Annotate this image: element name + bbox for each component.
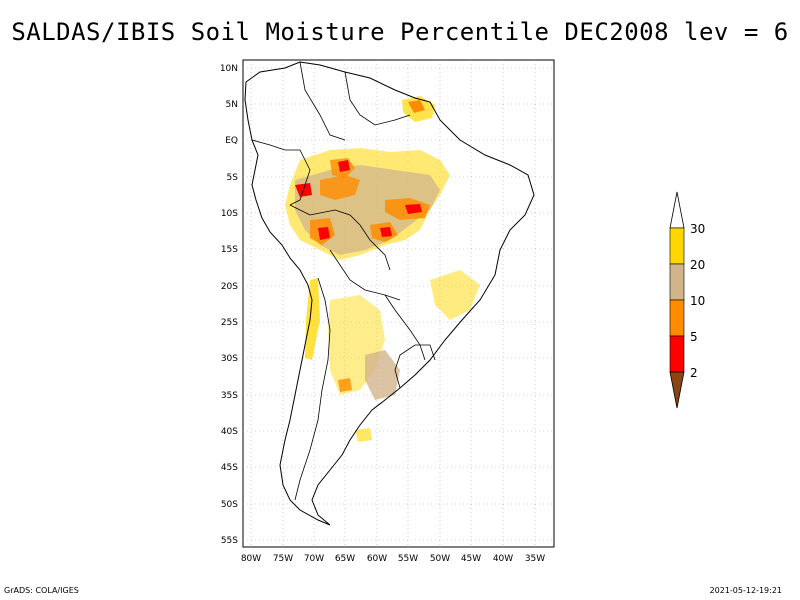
lat-tick-label: 55S <box>221 536 238 546</box>
colorbar-swatch-10-20 <box>669 263 685 301</box>
footer-timestamp: 2021-05-12-19:21 <box>709 586 782 595</box>
lon-tick-label: 45W <box>461 554 481 564</box>
shading-red-4 <box>318 227 330 240</box>
map-title: SALDAS/IBIS Soil Moisture Percentile DEC… <box>11 18 789 46</box>
plot-frame <box>242 59 555 548</box>
longitude-labels: 80W 75W 70W 65W 60W 55W 50W 45W 40W 35W <box>241 554 545 564</box>
colorbar-swatch-2-5 <box>669 335 685 373</box>
shading-red-3 <box>405 204 422 214</box>
lat-tick-label: 25S <box>221 318 238 328</box>
colorbar-swatch-5-10 <box>669 299 685 337</box>
colorbar-label-10: 10 <box>690 294 705 308</box>
footer-credit: GrADS: COLA/IGES <box>4 586 79 595</box>
colorbar-label-5: 5 <box>690 330 698 344</box>
lon-tick-label: 40W <box>493 554 513 564</box>
latitude-labels: 10N 5N EQ 5S 10S 15S 20S 25S 30S 35S 40S 45S 50S 55S <box>220 64 238 546</box>
lon-tick-label: 80W <box>241 554 261 564</box>
lat-tick-label: 5N <box>226 100 238 110</box>
colorbar-swatch-20-30 <box>669 227 685 265</box>
lat-tick-label: 20S <box>221 282 238 292</box>
colorbar-label-20: 20 <box>690 258 705 272</box>
lat-tick-label: 50S <box>221 500 238 510</box>
lon-tick-label: 55W <box>398 554 418 564</box>
lat-tick-label: 5S <box>227 173 239 183</box>
colorbar-label-30: 30 <box>690 222 705 236</box>
shading-orange-amazon-1 <box>320 175 360 200</box>
lat-tick-label: 40S <box>221 427 238 437</box>
lon-tick-label: 70W <box>304 554 324 564</box>
lon-tick-label: 60W <box>367 554 387 564</box>
shading-east-brazil <box>430 270 480 320</box>
lat-tick-label: 10S <box>221 209 238 219</box>
colorbar-top-arrow <box>669 191 685 229</box>
colorbar-bottom-arrow <box>669 371 685 409</box>
lon-tick-label: 75W <box>273 554 293 564</box>
shading-patagonia <box>355 428 372 442</box>
shading-red-2 <box>338 160 350 172</box>
shading-argentina-tan <box>365 350 400 400</box>
lon-tick-label: 65W <box>335 554 355 564</box>
lon-tick-label: 35W <box>525 554 545 564</box>
colorbar: 30 20 10 5 2 <box>669 191 705 409</box>
shading-argentina-orange <box>338 378 352 392</box>
country-borders <box>251 61 436 501</box>
lat-tick-label: EQ <box>225 136 238 146</box>
colorbar-label-2: 2 <box>690 366 698 380</box>
lat-tick-label: 30S <box>221 354 238 364</box>
lat-tick-label: 35S <box>221 391 238 401</box>
shading-andes-yellow <box>305 278 320 360</box>
lat-tick-label: 10N <box>220 64 238 74</box>
lat-tick-label: 45S <box>221 463 238 473</box>
shading-north-coast-orange <box>408 100 425 113</box>
soil-moisture-shading <box>285 96 480 442</box>
lon-tick-label: 50W <box>430 554 450 564</box>
south-america-outline <box>244 61 535 526</box>
shading-red-5 <box>380 227 392 237</box>
lat-tick-label: 15S <box>221 245 238 255</box>
